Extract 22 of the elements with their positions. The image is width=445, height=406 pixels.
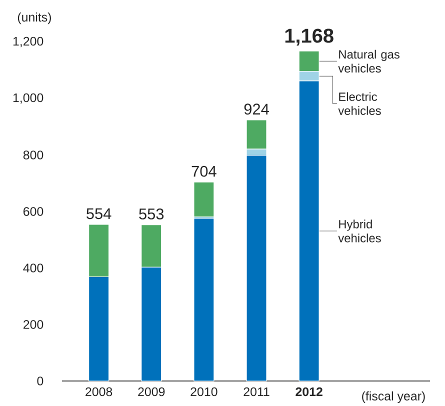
y-tick-label: 1,000 [13, 93, 44, 104]
x-tick-label: 2011 [244, 387, 270, 396]
x-tick-label: 2010 [190, 387, 218, 396]
y-axis-title: (units) [18, 12, 51, 24]
series-label: Hybrid vehicles [338, 220, 381, 242]
x-axis-title: (fiscal year) [362, 391, 425, 403]
x-tick-label: 2008 [86, 387, 112, 396]
y-tick-label: 800 [23, 150, 44, 160]
y-tick-label: 1,200 [13, 36, 44, 48]
y-tick-label: 600 [23, 207, 44, 216]
total-label: 554 [86, 208, 112, 220]
total-label: 924 [244, 104, 269, 115]
y-tick-label: 400 [23, 264, 44, 272]
total-label: 704 [192, 166, 216, 177]
total-label: 1,168 [285, 28, 334, 46]
x-tick-label: 2009 [138, 387, 165, 396]
total-label: 553 [139, 208, 164, 220]
series-label: Natural gas vehicles [338, 50, 400, 73]
y-tick-label: 200 [23, 320, 44, 329]
x-tick-label: 2012 [296, 387, 322, 396]
series-label: Electric vehicles [338, 92, 381, 115]
y-tick-label: 0 [37, 376, 44, 386]
